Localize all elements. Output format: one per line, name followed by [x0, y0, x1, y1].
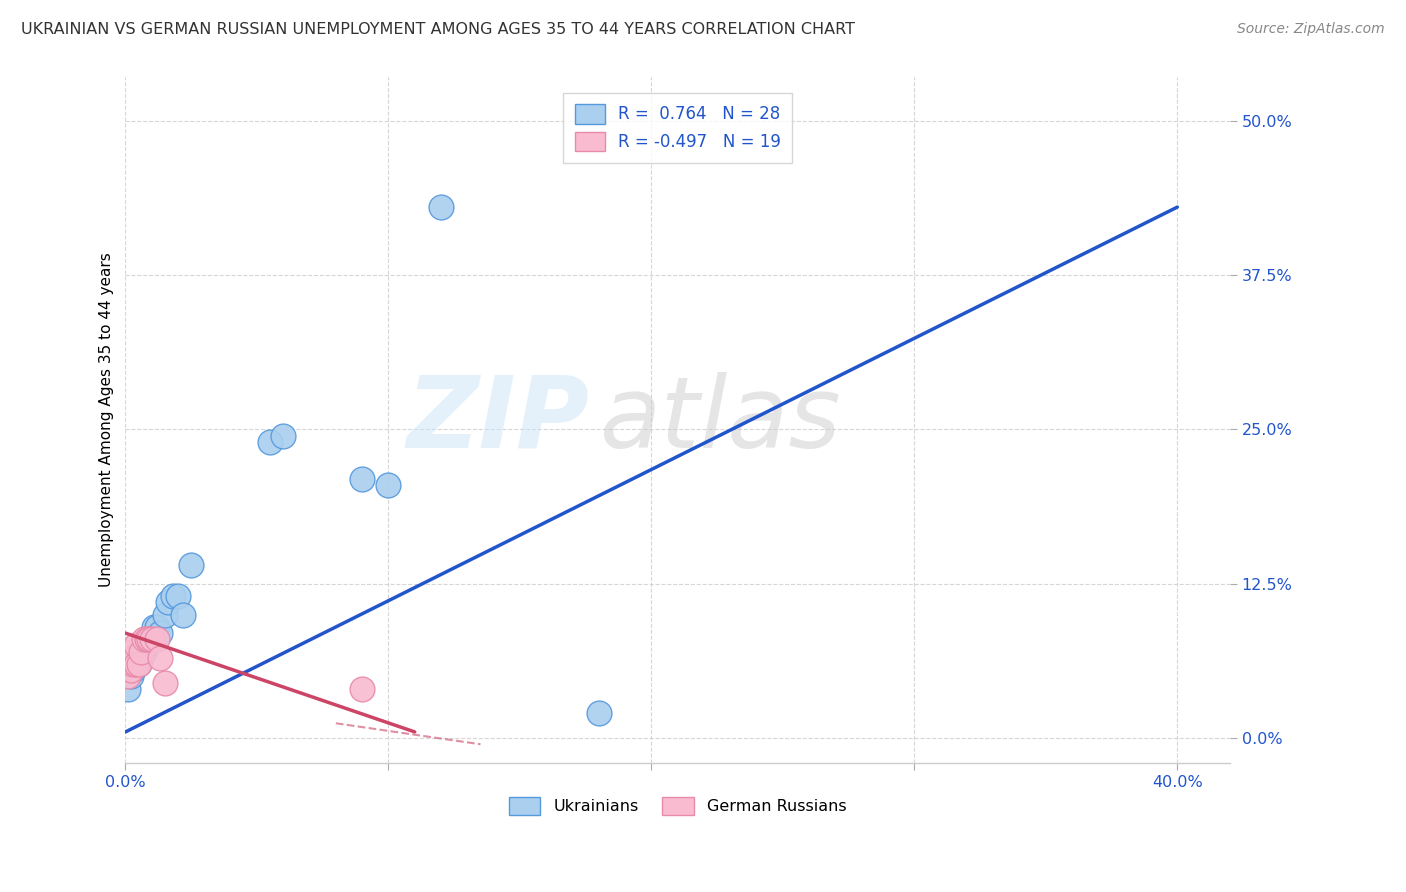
Point — [129, 650, 152, 665]
Text: UKRAINIAN VS GERMAN RUSSIAN UNEMPLOYMENT AMONG AGES 35 TO 44 YEARS CORRELATION C: UKRAINIAN VS GERMAN RUSSIAN UNEMPLOYMENT… — [21, 22, 855, 37]
Point — [167, 589, 190, 603]
Point — [120, 645, 142, 659]
Point — [141, 632, 163, 647]
Point — [138, 632, 160, 647]
Point — [352, 472, 374, 486]
Point — [125, 650, 148, 665]
Text: atlas: atlas — [600, 372, 842, 468]
Text: Source: ZipAtlas.com: Source: ZipAtlas.com — [1237, 22, 1385, 37]
Legend: Ukrainians, German Russians: Ukrainians, German Russians — [501, 789, 855, 823]
Point — [588, 706, 610, 721]
Point — [132, 632, 155, 647]
Point — [128, 657, 150, 671]
Point — [122, 663, 145, 677]
Point — [132, 639, 155, 653]
Point — [149, 650, 172, 665]
Y-axis label: Unemployment Among Ages 35 to 44 years: Unemployment Among Ages 35 to 44 years — [100, 252, 114, 588]
Point — [138, 632, 160, 647]
Point — [146, 632, 169, 647]
Point — [122, 657, 145, 671]
Point — [125, 657, 148, 671]
Point — [117, 657, 139, 671]
Point — [143, 620, 166, 634]
Point — [135, 639, 157, 653]
Text: ZIP: ZIP — [406, 372, 589, 468]
Point — [117, 681, 139, 696]
Point — [122, 650, 145, 665]
Point — [149, 626, 172, 640]
Point — [120, 663, 142, 677]
Point — [120, 669, 142, 683]
Point — [135, 632, 157, 647]
Point — [162, 589, 184, 603]
Point — [128, 657, 150, 671]
Point — [153, 675, 176, 690]
Point — [153, 607, 176, 622]
Point — [172, 607, 194, 622]
Point — [146, 620, 169, 634]
Point — [352, 681, 374, 696]
Point — [377, 478, 399, 492]
Point — [271, 428, 294, 442]
Point — [128, 645, 150, 659]
Point — [120, 650, 142, 665]
Point — [430, 200, 453, 214]
Point — [259, 434, 281, 449]
Point — [125, 639, 148, 653]
Point — [156, 595, 179, 609]
Point — [141, 632, 163, 647]
Point — [125, 657, 148, 671]
Point — [129, 645, 152, 659]
Point — [117, 669, 139, 683]
Point — [132, 645, 155, 659]
Point — [180, 558, 202, 573]
Point — [122, 657, 145, 671]
